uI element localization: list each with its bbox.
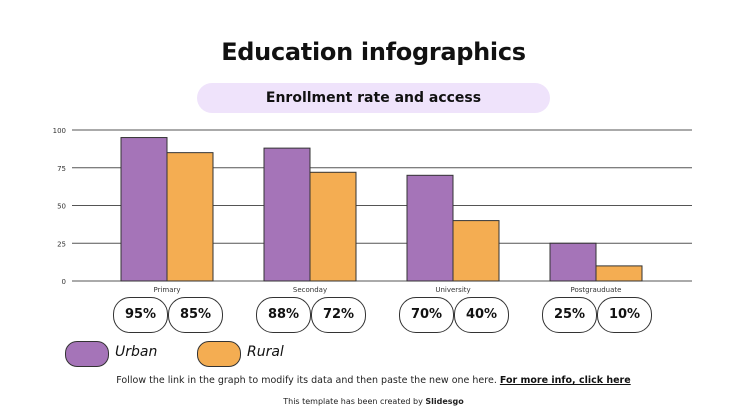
- data-label-pill: 10%: [597, 297, 652, 333]
- legend-label-urban: Urban: [115, 344, 158, 360]
- bar-rural[interactable]: [452, 220, 500, 282]
- bar-urban[interactable]: [406, 174, 454, 282]
- y-tick-label: 100: [53, 127, 66, 135]
- bar-rural[interactable]: [309, 171, 357, 282]
- legend-label-rural: Rural: [247, 344, 284, 360]
- brand-name: Slidesgo: [425, 397, 464, 406]
- bar-urban[interactable]: [263, 147, 311, 282]
- bar-rural[interactable]: [595, 265, 643, 282]
- x-tick-label: Seconday: [293, 286, 327, 294]
- legend-swatch-urban: [65, 341, 109, 367]
- credit-text: This template has been created by: [283, 397, 423, 406]
- x-tick-label: Primary: [153, 286, 180, 294]
- bar-rural[interactable]: [166, 152, 214, 282]
- legend-swatch-rural: [197, 341, 241, 367]
- y-tick-label: 75: [57, 165, 66, 173]
- data-label-pill: 72%: [311, 297, 366, 333]
- y-tick-label: 25: [57, 240, 66, 248]
- data-label-pill: 70%: [399, 297, 454, 333]
- x-tick-label: Postgrauduate: [571, 286, 622, 294]
- y-tick-label: 0: [62, 278, 66, 286]
- footer-note: Follow the link in the graph to modify i…: [0, 375, 747, 386]
- credit: This template has been created by Slides…: [0, 397, 747, 406]
- bar-urban[interactable]: [120, 137, 168, 282]
- more-info-link[interactable]: For more info, click here: [499, 375, 631, 386]
- data-label-pill: 85%: [168, 297, 223, 333]
- data-label-pill: 25%: [542, 297, 597, 333]
- chart-subtitle: Enrollment rate and access: [197, 83, 550, 113]
- data-label-pill: 95%: [113, 297, 168, 333]
- bar-urban[interactable]: [549, 242, 597, 282]
- page-title: Education infographics: [221, 38, 526, 66]
- x-tick-label: University: [435, 286, 470, 294]
- data-label-pill: 88%: [256, 297, 311, 333]
- data-label-pill: 40%: [454, 297, 509, 333]
- footer-note-text: Follow the link in the graph to modify i…: [116, 375, 497, 386]
- y-tick-label: 50: [57, 203, 66, 211]
